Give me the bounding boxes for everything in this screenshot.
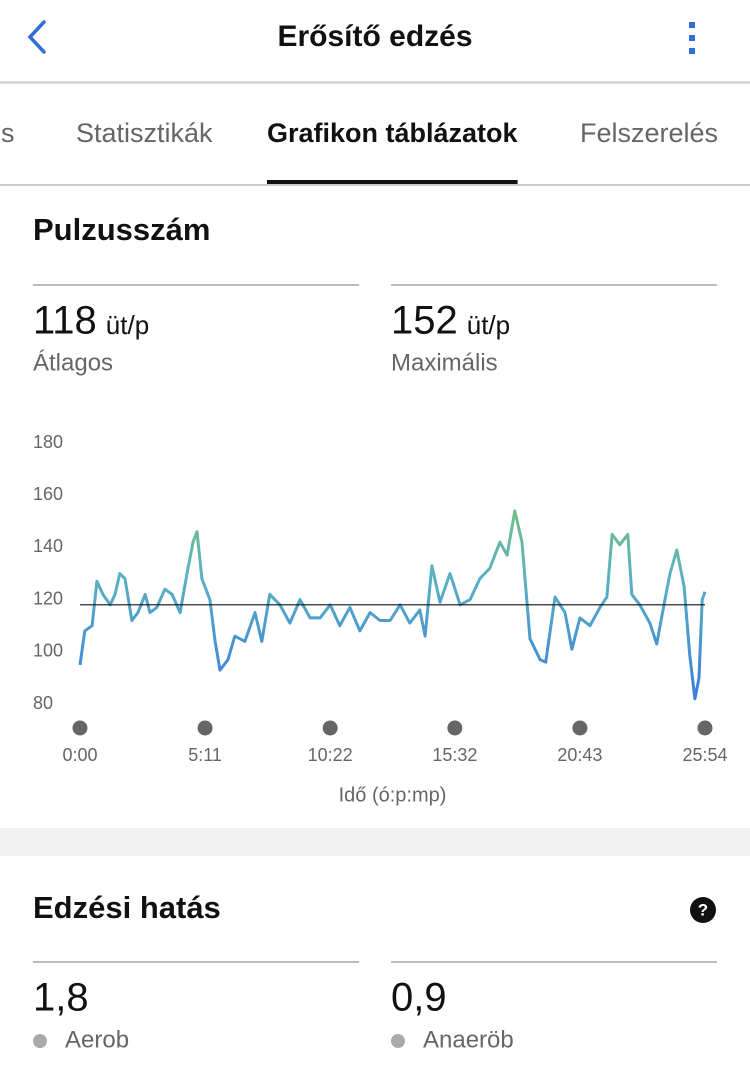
help-icon[interactable]: ? xyxy=(698,900,708,919)
tab[interactable]: Felszerelés xyxy=(580,118,718,148)
x-tick-dot xyxy=(322,720,338,736)
x-tick-dot xyxy=(447,720,463,736)
help-button[interactable] xyxy=(690,897,716,923)
section-title: Edzési hatás xyxy=(33,890,221,925)
tab[interactable]: és xyxy=(0,118,15,148)
heart-rate-line xyxy=(78,509,707,701)
x-tick-label: 20:43 xyxy=(557,745,602,765)
x-tick-dot xyxy=(572,720,588,736)
legend-dot xyxy=(391,1034,405,1048)
x-tick-dot xyxy=(72,720,88,736)
stat-value: 1,8 xyxy=(33,976,89,1020)
screen-title: Erősítő edzés xyxy=(277,20,472,53)
y-tick-label: 160 xyxy=(33,484,63,504)
stat-label: Anaeröb xyxy=(423,1026,514,1053)
tab-indicator xyxy=(267,180,518,184)
stat-value: 118 xyxy=(33,299,97,343)
y-tick-label: 140 xyxy=(33,536,63,556)
y-tick-label: 180 xyxy=(33,432,63,452)
stat-label: Aerob xyxy=(65,1026,129,1053)
x-tick-dot xyxy=(197,720,213,736)
stat-value: 152 xyxy=(391,299,458,343)
stat-unit: üt/p xyxy=(106,310,149,340)
tab[interactable]: Statisztikák xyxy=(76,118,213,148)
x-axis-label: Idő (ó:p:mp) xyxy=(339,784,447,806)
y-tick-label: 80 xyxy=(33,693,53,713)
y-tick-label: 120 xyxy=(33,588,63,608)
tab[interactable]: Grafikon táblázatok xyxy=(267,118,519,148)
x-tick-dot xyxy=(697,720,713,736)
menu-button[interactable] xyxy=(689,22,695,54)
stat-unit: üt/p xyxy=(467,310,510,340)
back-button[interactable] xyxy=(27,20,46,54)
x-tick-label: 10:22 xyxy=(308,745,353,765)
x-tick-label: 15:32 xyxy=(432,745,477,765)
x-tick-label: 5:11 xyxy=(188,745,222,765)
y-tick-label: 100 xyxy=(33,641,63,661)
legend-dot xyxy=(33,1034,47,1048)
x-tick-label: 0:00 xyxy=(62,745,97,765)
stat-value: 0,9 xyxy=(391,976,447,1020)
x-tick-label: 25:54 xyxy=(682,745,727,765)
stat-label: Maximális xyxy=(391,349,498,376)
section-gap xyxy=(0,828,750,856)
stat-label: Átlagos xyxy=(33,349,113,376)
section-title: Pulzusszám xyxy=(33,212,210,247)
